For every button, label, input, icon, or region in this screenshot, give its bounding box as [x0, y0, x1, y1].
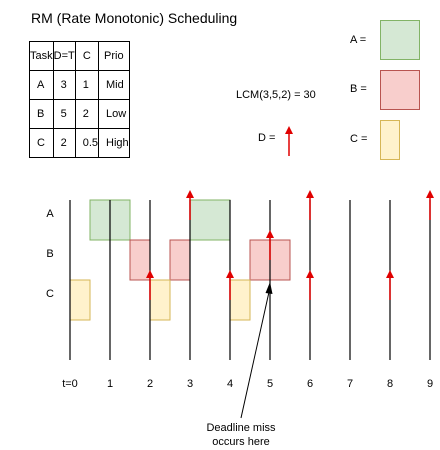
block-c [69, 279, 91, 321]
deadline-legend-label: D = [258, 132, 276, 144]
deadline-arrow-icon [386, 270, 394, 300]
block-a [189, 199, 231, 241]
legend-swatch-c [380, 120, 400, 160]
diagram-title: RM (Rate Monotonic) Scheduling [31, 10, 238, 26]
deadline-arrow-icon [306, 190, 314, 220]
task-table: Task D=T C Prio A 3 1 Mid B 5 2 Low C 2 … [29, 41, 130, 158]
tick-label: 9 [427, 378, 433, 390]
tick-label: 5 [267, 378, 273, 390]
deadline-arrow-icon [186, 190, 194, 220]
tick-label: 7 [347, 378, 353, 390]
row-label-c: C [46, 288, 54, 300]
header-compute-time: C [74, 41, 100, 71]
deadline-miss-note: Deadline miss occurs here [196, 421, 286, 449]
cell: High [98, 128, 130, 158]
deadline-arrow-icon [306, 270, 314, 300]
legend-swatch-b [380, 70, 420, 110]
cell: 0.5 [74, 128, 100, 158]
block-c [229, 279, 251, 321]
tick-label: 2 [147, 378, 153, 390]
table-header-row: Task D=T C Prio [29, 41, 130, 71]
deadline-arrow-icon [266, 230, 274, 260]
cell: 1 [74, 70, 100, 100]
tick-label: 6 [307, 378, 313, 390]
legend-label-c: C = [350, 133, 368, 145]
header-priority: Prio [98, 41, 130, 71]
legend-swatch-a [380, 20, 420, 60]
legend-label-b: B = [350, 83, 367, 95]
deadline-legend-arrow-icon [285, 126, 293, 156]
table-row: C 2 0.5 High [29, 128, 130, 158]
tick-label: 8 [387, 378, 393, 390]
table-row: A 3 1 Mid [29, 70, 130, 100]
deadline-arrow-icon [146, 270, 154, 300]
deadline-miss-note-line-2: occurs here [212, 436, 270, 448]
cell: A [29, 70, 54, 100]
lcm-label: LCM(3,5,2) = 30 [236, 89, 316, 101]
row-label-a: A [46, 208, 54, 220]
block-b [129, 239, 151, 281]
tick-label: t=0 [62, 378, 78, 390]
deadline-miss-pointer-arrow [240, 282, 273, 419]
row-label-b: B [46, 248, 53, 260]
deadline-arrow-icon [226, 270, 234, 300]
cell: Mid [98, 70, 130, 100]
cell: Low [98, 99, 130, 129]
tick-label: 3 [187, 378, 193, 390]
block-b [169, 239, 191, 281]
deadline-arrow-icon [426, 190, 434, 220]
legend-label-a: A = [350, 34, 367, 46]
tick-label: 1 [107, 378, 113, 390]
block-c [149, 279, 171, 321]
deadline-miss-note-line-1: Deadline miss [206, 422, 276, 434]
cell: C [29, 128, 54, 158]
cell: B [29, 99, 54, 129]
tick-label: 4 [227, 378, 233, 390]
